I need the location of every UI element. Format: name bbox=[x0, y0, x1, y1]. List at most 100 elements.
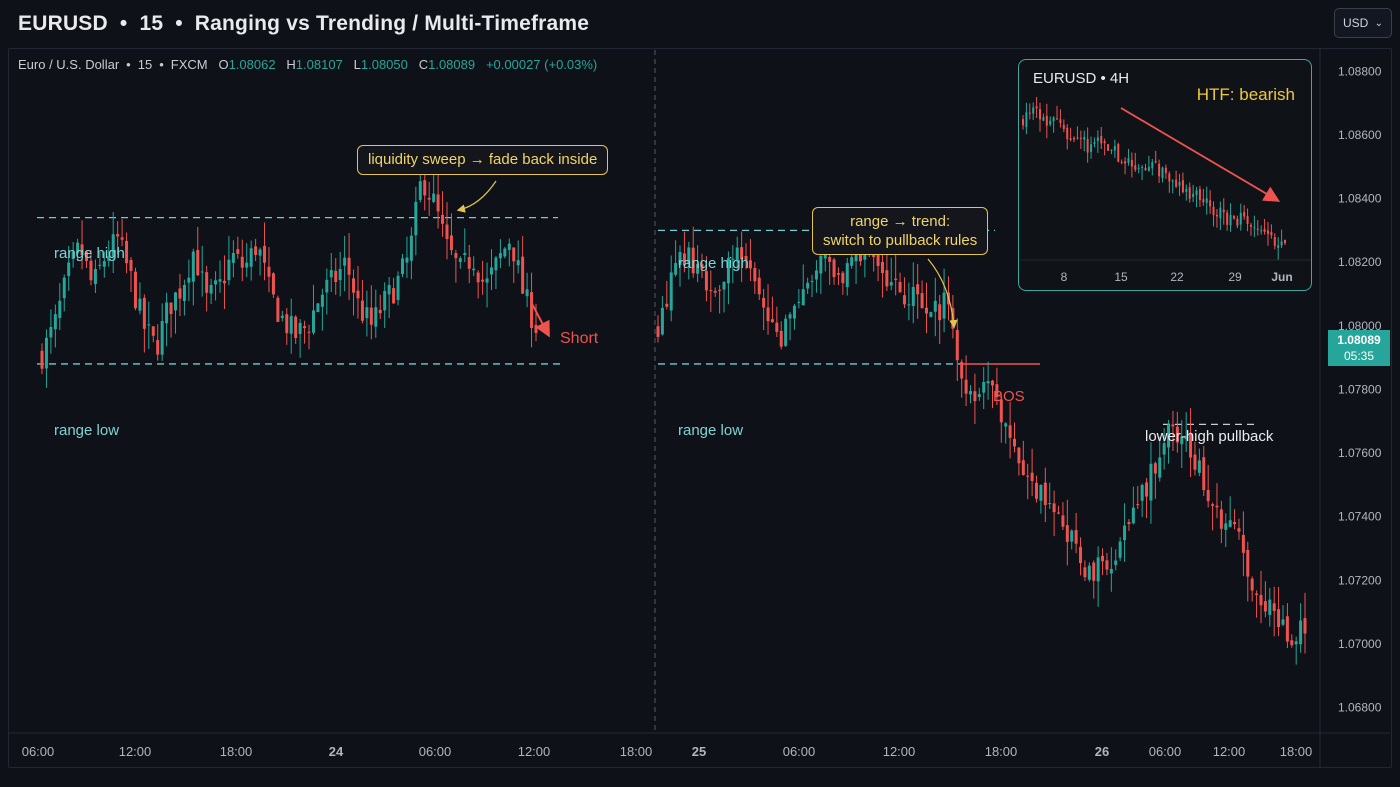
candle-body bbox=[696, 263, 700, 274]
candle-body bbox=[280, 315, 284, 318]
price-tick-label: 1.08400 bbox=[1338, 192, 1382, 206]
candle-body bbox=[85, 251, 89, 261]
candle-body bbox=[1013, 438, 1017, 447]
candle-body bbox=[700, 264, 704, 270]
inset-candle-body bbox=[1280, 241, 1283, 246]
candle-body bbox=[876, 254, 880, 266]
candle-body bbox=[660, 307, 664, 335]
close-value: 1.08089 bbox=[428, 57, 476, 72]
candle-body bbox=[1123, 525, 1127, 541]
time-tick-label: 06:00 bbox=[783, 744, 816, 759]
time-tick-label: 06:00 bbox=[1149, 744, 1182, 759]
candle-body bbox=[427, 197, 431, 200]
price-tick-label: 1.08200 bbox=[1338, 255, 1382, 269]
candle-body bbox=[378, 309, 382, 314]
candle-body bbox=[142, 297, 146, 329]
candle-body bbox=[999, 399, 1003, 423]
candle-body bbox=[80, 244, 84, 256]
candle-body bbox=[249, 248, 253, 267]
candle-body bbox=[325, 279, 329, 293]
candle-body bbox=[347, 257, 351, 275]
candle-body bbox=[200, 271, 204, 273]
candle-body bbox=[356, 290, 360, 299]
candle-body bbox=[485, 278, 489, 283]
candle-body bbox=[178, 288, 182, 299]
inset-candle-body bbox=[1035, 106, 1038, 109]
candle-body bbox=[929, 312, 933, 317]
title-interval[interactable]: 15 bbox=[139, 12, 164, 35]
candle-body bbox=[338, 268, 342, 281]
candle-body bbox=[792, 305, 796, 319]
candle-body bbox=[858, 248, 862, 262]
candle-body bbox=[320, 294, 324, 307]
inset-candle-body bbox=[1158, 163, 1161, 177]
htf-inset-chart[interactable]: EURUSD • 4H HTF: bearish 8 15 22 29 Jun bbox=[1018, 59, 1312, 291]
candle-body bbox=[1083, 567, 1087, 578]
candle-body bbox=[187, 277, 191, 283]
inset-candle-body bbox=[1045, 115, 1048, 126]
inset-candle-body bbox=[1185, 188, 1188, 192]
chart-title: EURUSD • 15 • Ranging vs Trending / Multi-Ti… bbox=[18, 12, 589, 36]
candle-body bbox=[360, 300, 364, 321]
inset-candle-body bbox=[1100, 135, 1103, 144]
inset-candle-body bbox=[1059, 119, 1062, 123]
candle-body bbox=[854, 250, 858, 262]
candle-body bbox=[521, 256, 525, 294]
candle-body bbox=[1237, 528, 1241, 532]
inset-candle-body bbox=[1178, 182, 1181, 186]
inset-candle-body bbox=[1096, 137, 1099, 141]
candle-body bbox=[955, 329, 959, 361]
candle-body bbox=[1127, 522, 1131, 525]
currency-select[interactable]: USD ⌄ bbox=[1334, 8, 1392, 38]
inset-candle-body bbox=[1195, 190, 1198, 196]
candle-body bbox=[307, 331, 311, 333]
inset-time-tick-label: 15 bbox=[1114, 270, 1128, 284]
candle-body bbox=[735, 247, 739, 261]
candle-body bbox=[98, 264, 102, 266]
htf-trend-arrow bbox=[1120, 107, 1281, 202]
candle-body bbox=[942, 292, 946, 319]
range-high-label-right: range high bbox=[678, 255, 749, 272]
inset-candle-body bbox=[1056, 118, 1059, 120]
open-value: 1.08062 bbox=[228, 57, 276, 72]
candle-body bbox=[1206, 489, 1210, 502]
candle-body bbox=[845, 263, 849, 288]
inset-candle-body bbox=[1198, 189, 1201, 201]
inset-candle-body bbox=[1222, 209, 1225, 213]
candle-body bbox=[530, 292, 534, 328]
candle-body bbox=[285, 314, 289, 334]
candle-body bbox=[445, 224, 449, 239]
candle-body bbox=[374, 307, 378, 327]
inset-candle-body bbox=[1049, 120, 1052, 125]
high-value: 1.08107 bbox=[295, 57, 343, 72]
candle-body bbox=[1255, 593, 1259, 595]
candle-body bbox=[718, 289, 722, 291]
chart-frame bbox=[8, 48, 1392, 768]
candle-body bbox=[682, 253, 686, 266]
candle-body bbox=[770, 319, 774, 323]
candle-body bbox=[160, 321, 164, 355]
inset-candle-body bbox=[1124, 161, 1127, 164]
inset-candle-body bbox=[1062, 124, 1065, 129]
inset-candle-body bbox=[1188, 187, 1191, 199]
inset-candle-body bbox=[1266, 230, 1269, 234]
candle-body bbox=[810, 280, 814, 282]
candle-body bbox=[1158, 457, 1162, 478]
symbol-name: Euro / U.S. Dollar bbox=[18, 57, 120, 72]
candle-body bbox=[880, 261, 884, 274]
candle-body bbox=[1294, 641, 1298, 645]
inset-candle-body bbox=[1202, 199, 1205, 203]
candle-body bbox=[1219, 509, 1223, 529]
inset-candle-body bbox=[1039, 109, 1042, 120]
candle-body bbox=[1268, 599, 1272, 615]
candle-body bbox=[245, 262, 249, 268]
title-symbol[interactable]: EURUSD bbox=[18, 12, 108, 35]
last-price-badge: 1.08089 05:35 bbox=[1328, 330, 1390, 366]
candle-body bbox=[1290, 640, 1294, 646]
candle-body bbox=[1224, 523, 1228, 530]
candle-body bbox=[819, 255, 823, 274]
candle-body bbox=[227, 259, 231, 281]
candle-body bbox=[209, 284, 213, 294]
candle-body bbox=[1008, 425, 1012, 438]
